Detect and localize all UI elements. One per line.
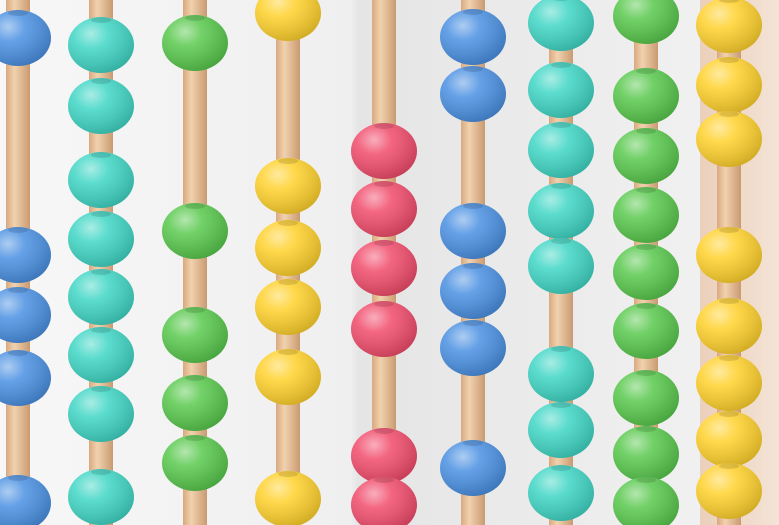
blue-bead [0,227,51,283]
yellow-bead [255,158,321,214]
teal-bead [68,211,134,267]
yellow-bead [696,355,762,411]
teal-bead [528,122,594,178]
blue-bead [440,440,506,496]
green-bead [613,370,679,426]
blue-bead [0,350,51,406]
teal-bead [528,402,594,458]
teal-bead [528,183,594,239]
blue-bead [440,9,506,65]
beads-layer [0,0,762,525]
teal-bead [528,346,594,402]
teal-bead [68,386,134,442]
blue-bead [440,66,506,122]
green-bead [613,303,679,359]
pink-bead [351,123,417,179]
teal-bead [68,269,134,325]
yellow-bead [696,111,762,167]
green-bead [162,435,228,491]
pink-bead [351,301,417,357]
yellow-bead [255,0,321,41]
yellow-bead [255,349,321,405]
green-bead [613,244,679,300]
yellow-bead [255,471,321,525]
teal-bead [68,469,134,525]
teal-bead [68,17,134,73]
teal-bead [528,62,594,118]
teal-bead [68,152,134,208]
teal-bead [528,465,594,521]
teal-bead [528,238,594,294]
blue-bead [0,287,51,343]
yellow-bead [696,57,762,113]
yellow-bead [696,463,762,519]
rod-6 [461,0,485,525]
blue-bead [440,320,506,376]
yellow-bead [255,220,321,276]
blue-bead [440,203,506,259]
pink-bead [351,477,417,525]
green-bead [613,68,679,124]
green-bead [613,128,679,184]
pink-bead [351,240,417,296]
pink-bead [351,181,417,237]
teal-bead [68,78,134,134]
yellow-bead [255,279,321,335]
green-bead [613,187,679,243]
pink-bead [351,428,417,484]
teal-bead [68,327,134,383]
blue-bead [0,475,51,525]
green-bead [613,0,679,44]
green-bead [162,307,228,363]
green-bead [613,477,679,525]
yellow-bead [696,227,762,283]
yellow-bead [696,0,762,53]
blue-bead [0,10,51,66]
teal-bead [528,0,594,51]
green-bead [162,15,228,71]
green-bead [162,375,228,431]
yellow-bead [696,411,762,467]
green-bead [613,426,679,482]
blue-bead [440,263,506,319]
yellow-bead [696,298,762,354]
green-bead [162,203,228,259]
